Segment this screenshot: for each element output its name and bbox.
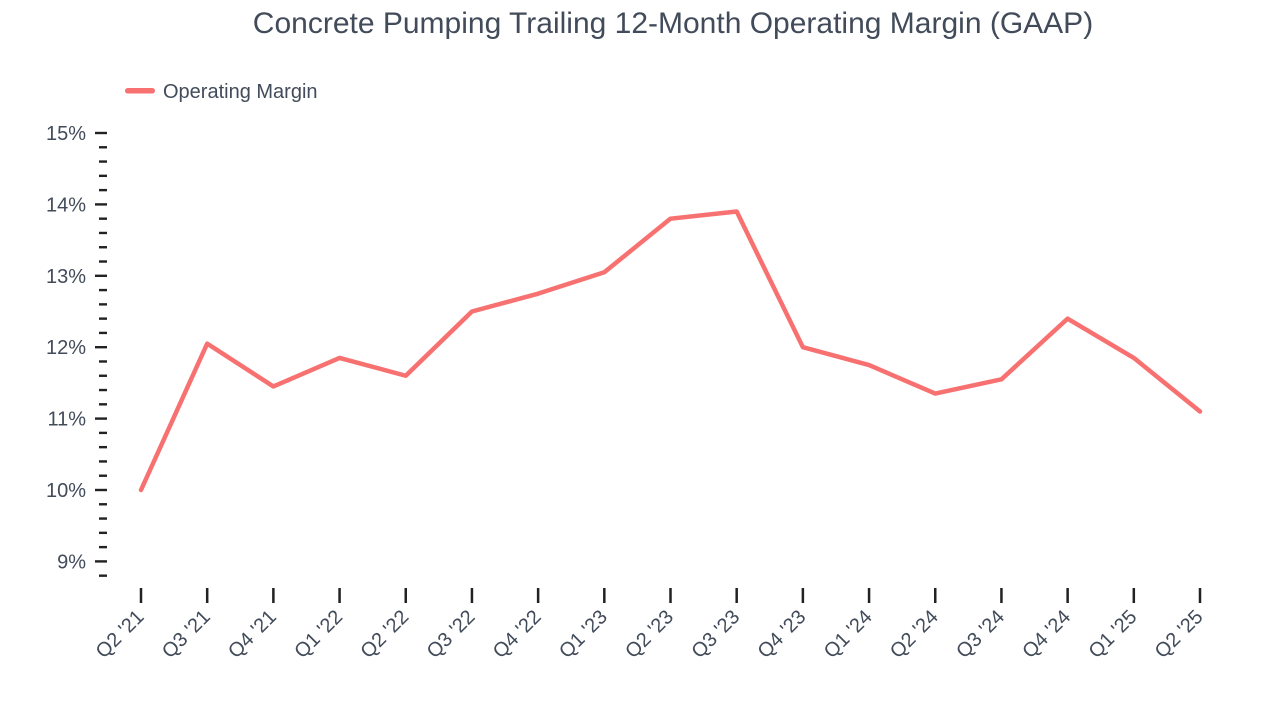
x-axis-label: Q3 '22: [423, 606, 480, 663]
x-tick: [1198, 588, 1202, 603]
operating-margin-line: [138, 209, 1203, 493]
x-axis-label: Q1 '24: [820, 606, 877, 663]
x-axis-label: Q3 '21: [158, 606, 215, 663]
y-axis-label: 12%: [46, 337, 86, 359]
legend-line-swatch: [125, 88, 155, 94]
x-tick: [139, 588, 143, 603]
x-axis-label: Q3 '23: [687, 606, 744, 663]
series-line-group: [138, 209, 1203, 493]
x-tick: [1000, 588, 1003, 603]
y-minor-tick: [99, 146, 107, 149]
y-axis-label: 11%: [47, 409, 86, 431]
y-minor-tick: [99, 503, 107, 506]
x-axis-label: Q2 '22: [356, 606, 413, 663]
y-minor-tick: [99, 403, 107, 406]
x-tick: [470, 588, 474, 603]
y-minor-tick: [99, 246, 107, 249]
x-tick: [934, 588, 937, 603]
x-axis-label: Q2 '21: [92, 606, 149, 663]
y-minor-tick: [99, 260, 107, 263]
y-minor-tick: [99, 474, 107, 477]
x-tick: [603, 588, 606, 603]
y-minor-tick: [99, 174, 107, 178]
x-tick: [205, 588, 209, 603]
y-major-tick: [95, 417, 107, 420]
x-tick: [1132, 588, 1136, 603]
y-minor-tick: [99, 331, 107, 335]
x-axis-label: Q4 '22: [489, 606, 546, 663]
x-tick: [404, 588, 407, 603]
y-major-tick: [95, 560, 107, 563]
x-axis-label: Q4 '23: [754, 606, 811, 663]
y-minor-tick: [99, 517, 107, 520]
y-minor-tick: [99, 574, 107, 577]
x-tick: [867, 588, 871, 603]
y-minor-tick: [99, 374, 107, 377]
y-axis: 15% 14% 13% 12% 11% 10% 9%: [46, 123, 107, 577]
y-minor-tick: [99, 445, 107, 449]
x-tick: [1066, 588, 1069, 603]
x-axis-label: Q1 '25: [1085, 606, 1142, 663]
y-minor-tick: [99, 303, 107, 306]
x-axis-label: Q1 '23: [555, 606, 612, 663]
x-tick: [536, 588, 540, 603]
y-axis-label: 13%: [46, 266, 86, 288]
y-major-tick: [95, 274, 107, 277]
y-major-tick: [95, 131, 107, 135]
y-minor-tick: [99, 188, 107, 192]
y-minor-tick: [99, 317, 107, 320]
x-axis-label: Q4 '24: [1018, 606, 1075, 663]
y-axis-label: 15%: [46, 123, 86, 145]
y-axis-label: 10%: [46, 480, 86, 502]
x-tick: [735, 588, 738, 603]
x-axis: Q2 '21 Q3 '21 Q4 '21 Q1 '22 Q2 '22 Q3 '22 Q4 '…: [92, 588, 1208, 663]
chart-title: Concrete Pumping Trailing 12-Month Opera…: [253, 7, 1093, 40]
legend-label: Operating Margin: [163, 81, 318, 103]
y-minor-tick: [99, 288, 107, 292]
x-axis-label: Q1 '22: [290, 606, 347, 663]
y-minor-tick: [99, 231, 107, 235]
y-axis-label: 14%: [46, 194, 86, 216]
x-axis-label: Q2 '25: [1151, 606, 1208, 663]
x-axis-label: Q3 '24: [952, 606, 1009, 663]
y-minor-tick: [99, 431, 107, 435]
y-minor-tick: [99, 360, 107, 363]
x-tick: [272, 588, 275, 603]
y-axis-label: 9%: [57, 551, 86, 573]
x-tick: [338, 588, 341, 603]
y-minor-tick: [99, 460, 107, 463]
x-axis-label: Q2 '23: [621, 606, 678, 663]
y-major-tick: [95, 203, 107, 206]
legend: Operating Margin: [125, 81, 318, 103]
y-major-tick: [95, 346, 107, 349]
x-axis-label: Q2 '24: [886, 606, 943, 663]
y-minor-tick: [99, 545, 107, 549]
y-minor-tick: [99, 388, 107, 392]
y-major-tick: [95, 488, 107, 492]
y-minor-tick: [99, 531, 107, 535]
x-tick: [801, 588, 805, 603]
x-tick: [669, 588, 672, 603]
x-axis-label: Q4 '21: [224, 606, 281, 663]
y-minor-tick: [99, 217, 107, 220]
y-minor-tick: [99, 160, 107, 163]
